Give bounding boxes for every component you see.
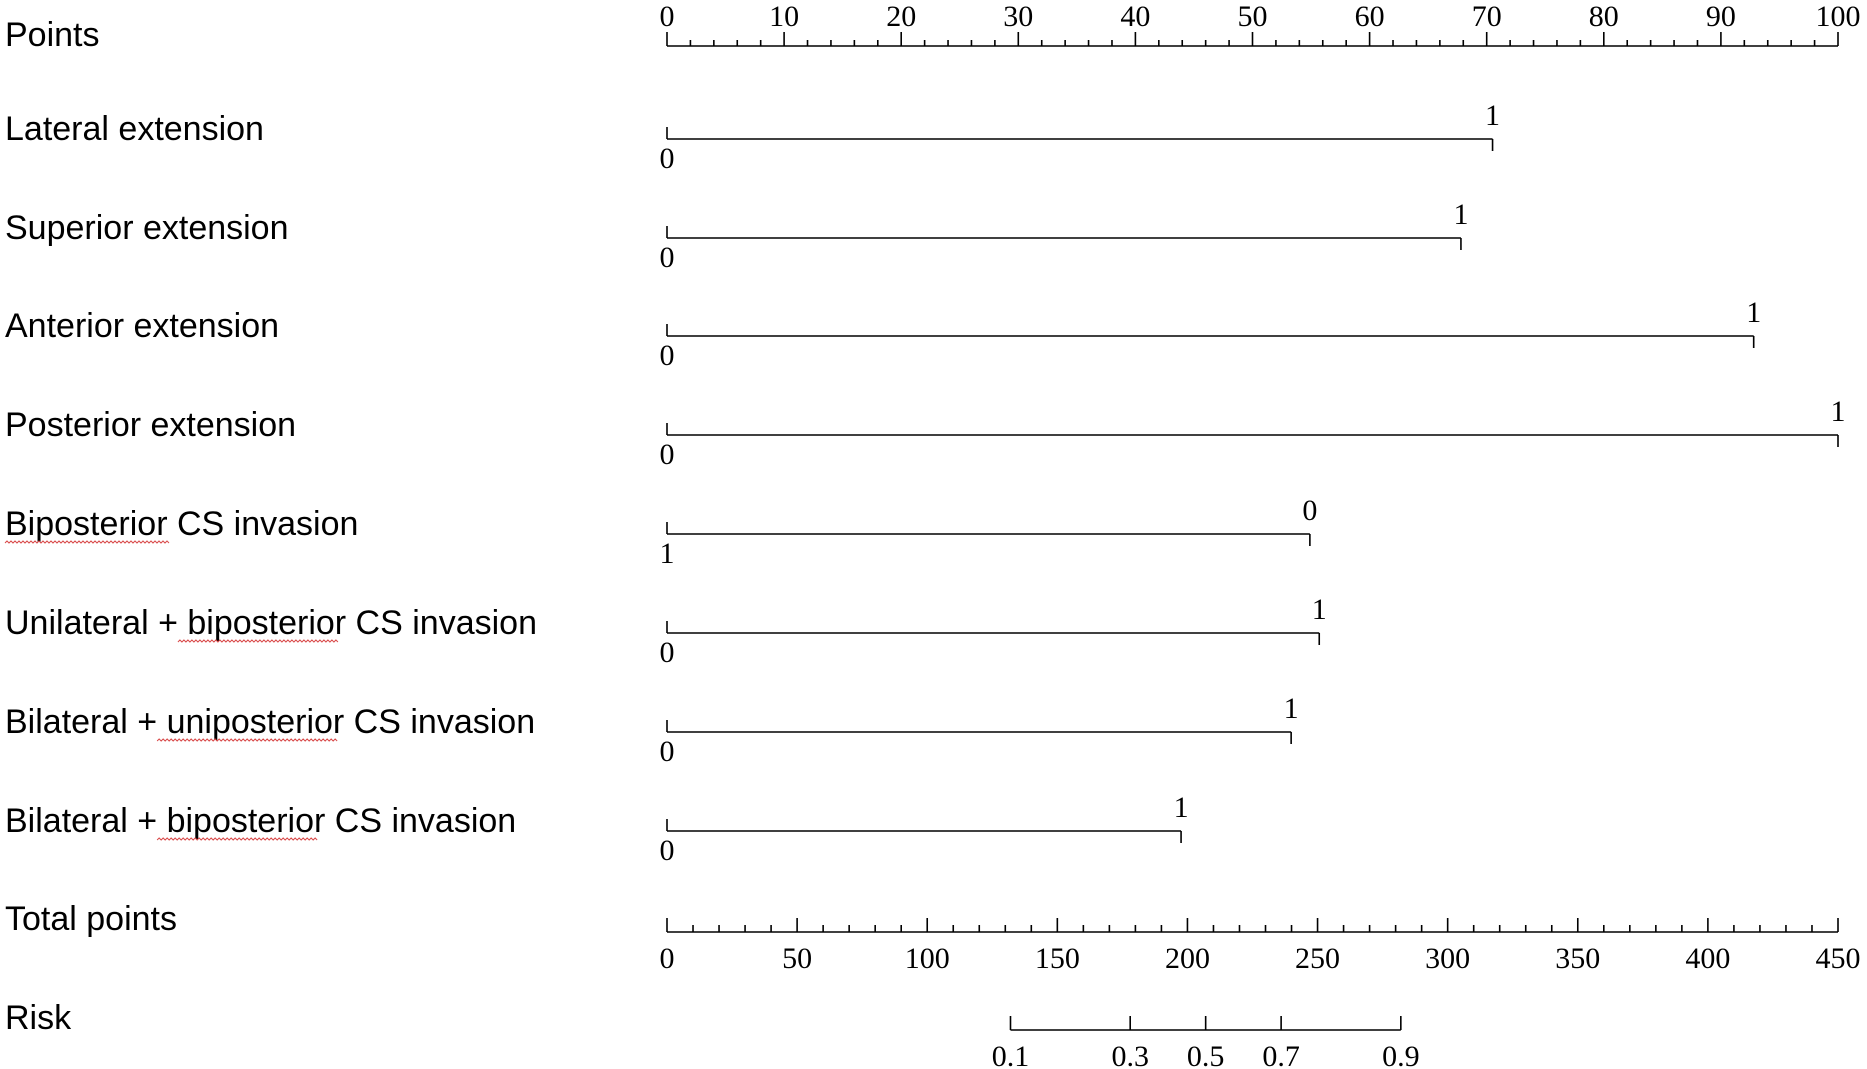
variable-label-anterior-extension: Anterior extension <box>5 307 279 345</box>
points-tick-label: 100 <box>1816 0 1861 33</box>
risk-tick-label: 0.7 <box>1262 1040 1300 1069</box>
points-tick-label: 20 <box>886 0 916 33</box>
variable-level-label: 1 <box>660 537 675 570</box>
risk-tick-label: 0.1 <box>992 1040 1030 1069</box>
variable-label-unilateral-biposterior-cs-invasion: Unilateral + biposterior CS invasion <box>5 604 537 642</box>
total-points-tick-label: 400 <box>1685 942 1730 975</box>
variable-level-label: 1 <box>1831 395 1846 428</box>
variable-level-label: 1 <box>1312 593 1327 626</box>
variable-level-label: 1 <box>1746 296 1761 329</box>
variable-level-label: 0 <box>660 735 675 768</box>
points-tick-label: 40 <box>1120 0 1150 33</box>
variable-level-label: 0 <box>660 438 675 471</box>
variable-level-label: 0 <box>660 241 675 274</box>
variable-label-bilateral-uniposterior-cs-invasion: Bilateral + uniposterior CS invasion <box>5 703 535 741</box>
spellcheck-underline <box>156 738 338 742</box>
total-points-tick-label: 250 <box>1295 942 1340 975</box>
variable-level-label: 0 <box>660 339 675 372</box>
risk-tick-label: 0.9 <box>1382 1040 1420 1069</box>
points-axis-label: Points <box>5 16 100 54</box>
variable-level-label: 1 <box>1174 791 1189 824</box>
risk-tick-label: 0.5 <box>1187 1040 1225 1069</box>
variable-level-label: 0 <box>1302 494 1317 527</box>
variable-label-posterior-extension: Posterior extension <box>5 406 296 444</box>
total-points-tick-label: 350 <box>1555 942 1600 975</box>
total-points-tick-label: 50 <box>782 942 812 975</box>
variable-level-label: 0 <box>660 834 675 867</box>
total-points-tick-label: 0 <box>660 942 675 975</box>
variable-label-lateral-extension: Lateral extension <box>5 110 264 148</box>
variable-level-label: 1 <box>1284 692 1299 725</box>
total-points-axis-label: Total points <box>5 900 177 938</box>
spellcheck-underline <box>4 540 170 544</box>
variable-level-label: 1 <box>1485 99 1500 132</box>
total-points-tick-label: 300 <box>1425 942 1470 975</box>
points-tick-label: 90 <box>1706 0 1736 33</box>
points-tick-label: 80 <box>1589 0 1619 33</box>
total-points-tick-label: 100 <box>905 942 950 975</box>
variable-label-superior-extension: Superior extension <box>5 209 289 247</box>
variable-label-biposterior-cs-invasion: Biposterior CS invasion <box>5 505 358 543</box>
points-tick-label: 30 <box>1003 0 1033 33</box>
risk-axis-label: Risk <box>5 999 72 1037</box>
points-tick-label: 60 <box>1355 0 1385 33</box>
points-tick-label: 0 <box>660 0 675 33</box>
spellcheck-underline <box>177 639 339 643</box>
variable-level-label: 0 <box>660 636 675 669</box>
points-tick-label: 70 <box>1472 0 1502 33</box>
risk-tick-label: 0.3 <box>1111 1040 1149 1069</box>
total-points-tick-label: 150 <box>1035 942 1080 975</box>
variable-level-label: 0 <box>660 142 675 175</box>
variable-level-label: 1 <box>1453 198 1468 231</box>
variable-label-bilateral-biposterior-cs-invasion: Bilateral + biposterior CS invasion <box>5 802 516 840</box>
spellcheck-underline <box>156 837 318 841</box>
points-tick-label: 50 <box>1238 0 1268 33</box>
total-points-tick-label: 450 <box>1816 942 1861 975</box>
points-tick-label: 10 <box>769 0 799 33</box>
total-points-tick-label: 200 <box>1165 942 1210 975</box>
